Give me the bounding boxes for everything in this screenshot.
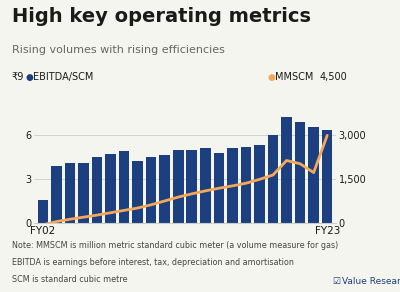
Bar (92, 157, 102, 223)
Bar (78, 163, 89, 223)
Bar (51, 166, 62, 223)
Text: ☑: ☑ (332, 277, 340, 286)
Text: ●: ● (26, 73, 34, 82)
Bar (119, 151, 129, 223)
Bar (65, 163, 75, 223)
Bar (200, 148, 210, 223)
Bar (214, 152, 224, 223)
Bar (132, 161, 143, 223)
Bar (146, 157, 156, 223)
Bar (268, 135, 278, 223)
Bar (295, 121, 305, 223)
Bar (105, 154, 116, 223)
Text: 4,500: 4,500 (320, 72, 348, 82)
Text: Note: MMSCM is million metric standard cubic meter (a volume measure for gas): Note: MMSCM is million metric standard c… (12, 241, 338, 250)
Text: ₹9: ₹9 (12, 72, 24, 82)
Bar (173, 150, 184, 223)
Text: SCM is standard cubic metre: SCM is standard cubic metre (12, 275, 128, 284)
Text: ●: ● (268, 73, 276, 82)
Bar (308, 127, 319, 223)
Bar (38, 200, 48, 223)
Bar (186, 150, 197, 223)
Text: EBITDA/SCM: EBITDA/SCM (33, 72, 93, 82)
Text: High key operating metrics: High key operating metrics (12, 7, 311, 26)
Bar (241, 147, 251, 223)
Text: Rising volumes with rising efficiencies: Rising volumes with rising efficiencies (12, 45, 225, 55)
Bar (160, 155, 170, 223)
Bar (281, 117, 292, 223)
Bar (254, 145, 265, 223)
Bar (322, 131, 332, 223)
Text: MMSCM: MMSCM (275, 72, 313, 82)
Bar (227, 148, 238, 223)
Text: Value Research: Value Research (342, 277, 400, 286)
Text: EBITDA is earnings before interest, tax, depreciation and amortisation: EBITDA is earnings before interest, tax,… (12, 258, 294, 267)
